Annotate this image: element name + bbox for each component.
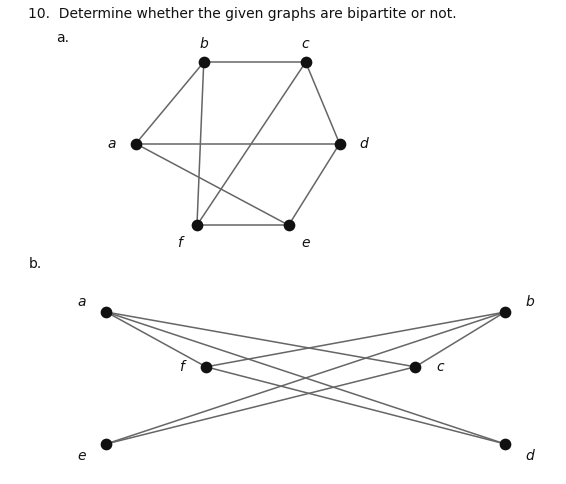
Text: b.: b. bbox=[28, 257, 41, 271]
Text: c: c bbox=[436, 360, 444, 374]
Text: b: b bbox=[525, 295, 534, 309]
Point bbox=[131, 140, 140, 148]
Text: f: f bbox=[178, 236, 182, 250]
Text: c: c bbox=[302, 37, 310, 51]
Point bbox=[102, 440, 111, 448]
Text: a: a bbox=[108, 136, 117, 151]
Point bbox=[201, 363, 211, 371]
Point bbox=[500, 308, 509, 316]
Text: f: f bbox=[179, 360, 183, 374]
Point bbox=[500, 440, 509, 448]
Text: d: d bbox=[359, 136, 368, 151]
Point bbox=[199, 58, 208, 66]
Text: d: d bbox=[525, 449, 534, 463]
Point bbox=[301, 58, 310, 66]
Point bbox=[284, 221, 293, 229]
Point bbox=[102, 308, 111, 316]
Text: 10.  Determine whether the given graphs are bipartite or not.: 10. Determine whether the given graphs a… bbox=[28, 7, 457, 21]
Text: a: a bbox=[77, 295, 86, 309]
Text: b: b bbox=[199, 37, 208, 51]
Text: a.: a. bbox=[57, 31, 70, 45]
Point bbox=[192, 221, 201, 229]
Text: e: e bbox=[301, 236, 310, 250]
Point bbox=[411, 363, 420, 371]
Text: e: e bbox=[77, 449, 86, 463]
Point bbox=[335, 140, 344, 148]
